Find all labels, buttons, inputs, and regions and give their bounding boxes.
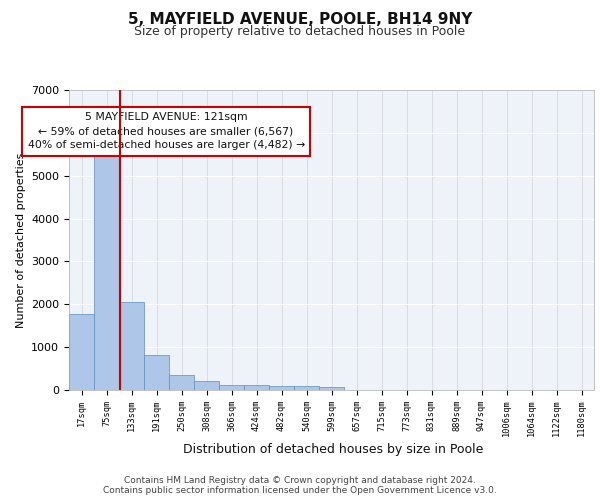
Text: Contains public sector information licensed under the Open Government Licence v3: Contains public sector information licen…	[103, 486, 497, 495]
Text: Distribution of detached houses by size in Poole: Distribution of detached houses by size …	[183, 442, 483, 456]
Bar	[119, 302, 144, 390]
Bar	[219, 385, 244, 390]
Bar	[244, 386, 269, 390]
Text: Size of property relative to detached houses in Poole: Size of property relative to detached ho…	[134, 25, 466, 38]
Text: 5, MAYFIELD AVENUE, POOLE, BH14 9NY: 5, MAYFIELD AVENUE, POOLE, BH14 9NY	[128, 12, 472, 28]
Text: 5 MAYFIELD AVENUE: 121sqm
← 59% of detached houses are smaller (6,567)
40% of se: 5 MAYFIELD AVENUE: 121sqm ← 59% of detac…	[28, 112, 305, 150]
Bar	[194, 382, 219, 390]
Text: Contains HM Land Registry data © Crown copyright and database right 2024.: Contains HM Land Registry data © Crown c…	[124, 476, 476, 485]
Bar	[269, 386, 294, 390]
Bar	[69, 314, 94, 390]
Bar	[319, 387, 344, 390]
Bar	[94, 144, 119, 390]
Y-axis label: Number of detached properties: Number of detached properties	[16, 152, 26, 328]
Bar	[144, 355, 169, 390]
Bar	[169, 376, 194, 390]
Bar	[294, 386, 319, 390]
